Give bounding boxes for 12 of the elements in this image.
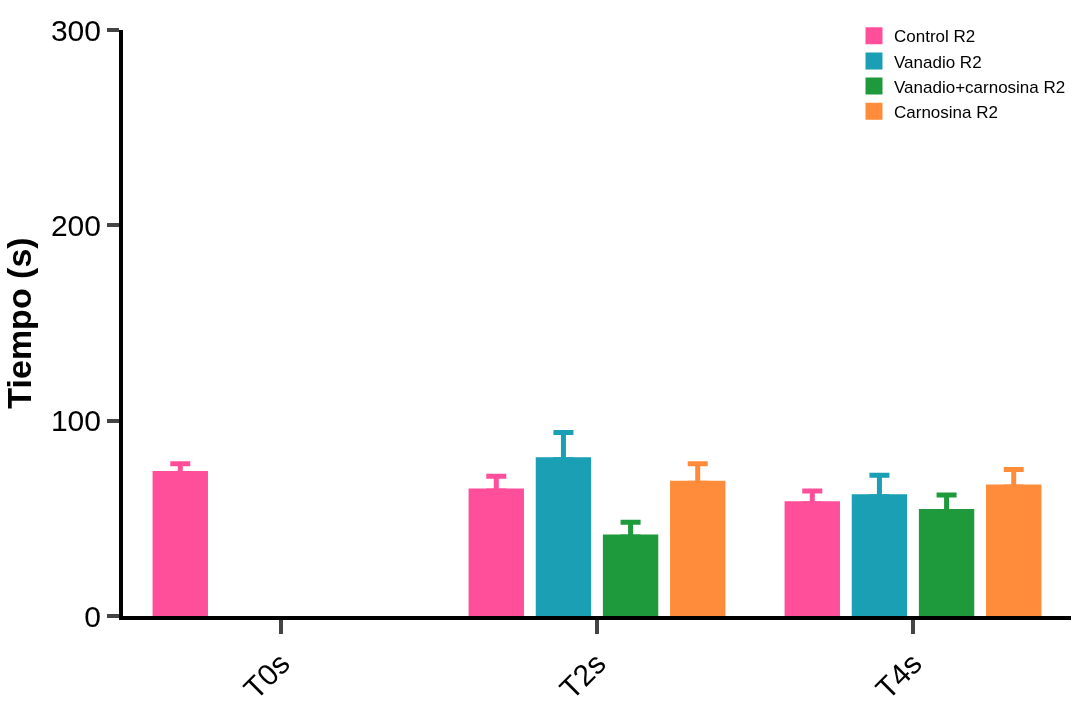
legend-label: Carnosina R2 [894,102,998,122]
y-tick-label: 100 [50,404,101,438]
y-tick-label: 300 [50,13,101,47]
legend-label: Vanadio+carnosina R2 [894,77,1066,97]
legend-label: Control R2 [894,27,976,47]
y-tick-label: 200 [50,208,101,242]
x-tick-label: T0s [237,646,296,706]
y-axis-title: Tiempo (s) [0,237,38,409]
x-tick-label: T2s [553,646,612,706]
y-tick-label: 0 [84,599,101,633]
legend-label: Vanadio R2 [894,52,982,72]
x-tick-label: T4s [869,646,928,706]
